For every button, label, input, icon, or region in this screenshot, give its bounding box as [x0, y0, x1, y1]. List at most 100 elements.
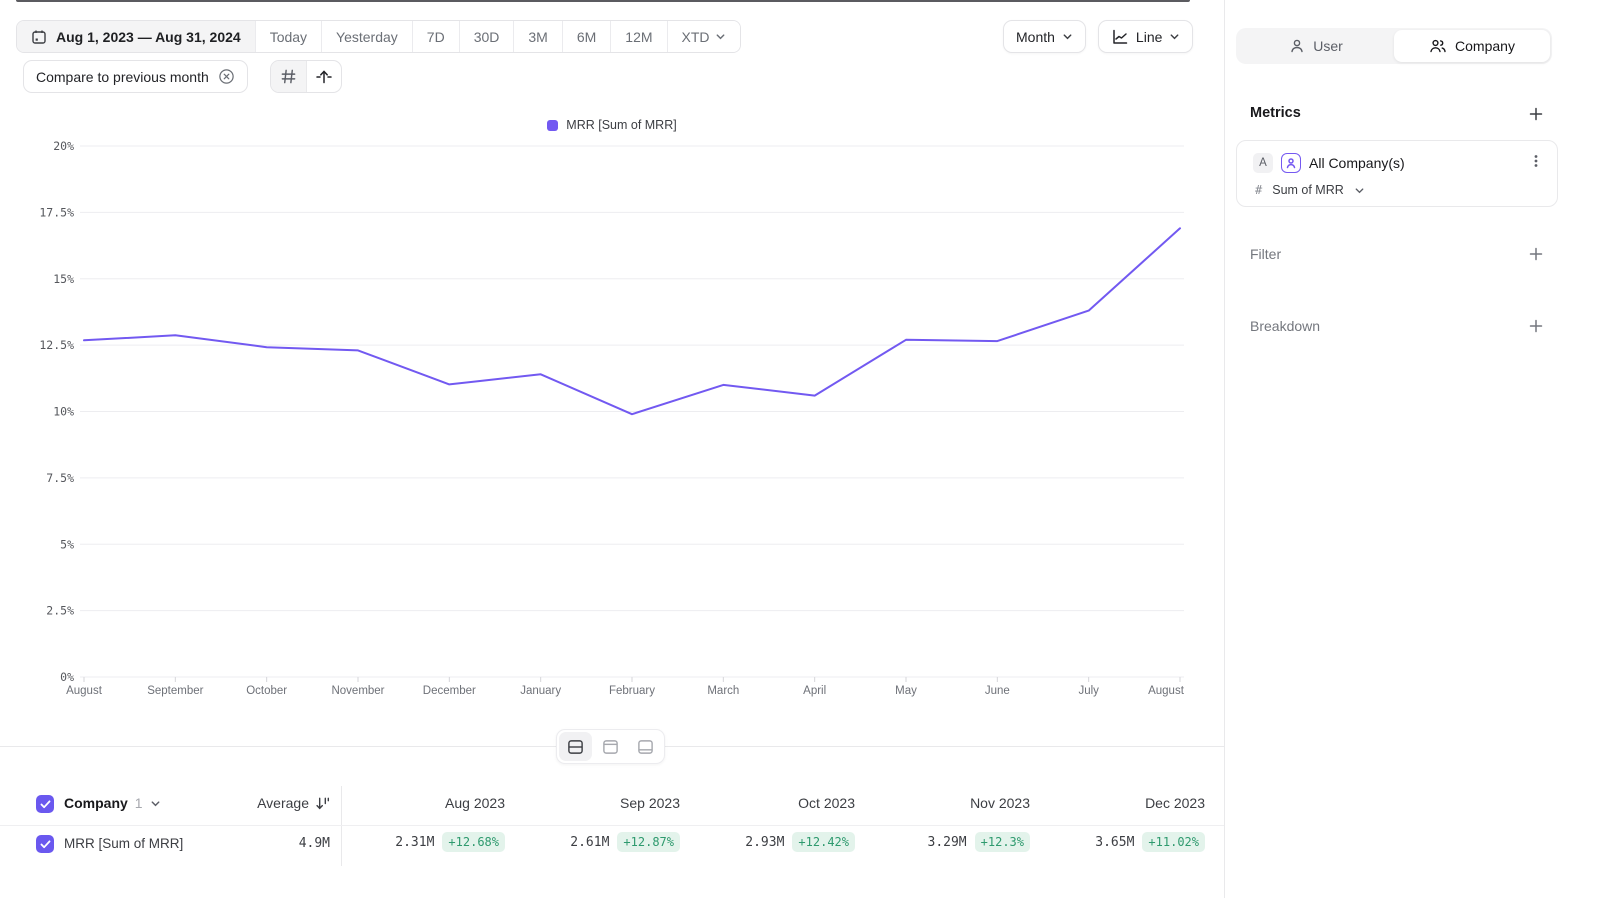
add-metric-button[interactable] — [1528, 106, 1544, 122]
add-breakdown-button[interactable] — [1528, 318, 1544, 334]
mrr-line-chart[interactable]: 0% 2.5% 5% 7.5% 10% 12.5% 15% 17.5% 20% August Sep… — [0, 0, 1224, 710]
gridlines-toggle-button[interactable] — [271, 61, 306, 92]
column-header-sep-2023: Sep 2023 — [620, 795, 680, 811]
date-range-button[interactable]: Aug 1, 2023 — Aug 31, 2024 — [17, 21, 255, 52]
layout-table-only-button[interactable] — [629, 732, 662, 761]
delta-badge: +11.02% — [1142, 832, 1205, 852]
y-axis-tick-label: 5% — [60, 537, 74, 551]
layout-split-button[interactable] — [559, 732, 592, 761]
cell-value: 3.65M — [1095, 834, 1135, 850]
preset-6m-button[interactable]: 6M — [561, 21, 611, 52]
column-header-oct-2023: Oct 2023 — [798, 795, 855, 811]
x-axis-tick-label: November — [331, 685, 384, 697]
metric-row-label: MRR [Sum of MRR] — [64, 836, 184, 851]
legend-label: MRR [Sum of MRR] — [566, 118, 677, 132]
mrr-series-line — [83, 227, 1181, 416]
metric-row-average: 4.9M — [298, 836, 330, 851]
granularity-dropdown[interactable]: Month — [1003, 20, 1086, 53]
preset-12m-button[interactable]: 12M — [610, 21, 667, 52]
x-axis-tick-label: August — [66, 685, 103, 697]
add-filter-button[interactable] — [1528, 246, 1544, 262]
cell-value: 2.93M — [745, 834, 785, 850]
metrics-section-title: Metrics — [1250, 105, 1301, 121]
metric-letter-badge: A — [1253, 153, 1273, 173]
average-column-header[interactable]: Average — [180, 795, 330, 811]
preset-30d-button[interactable]: 30D — [458, 21, 514, 52]
delta-badge: +12.68% — [442, 832, 505, 852]
entity-type-toggle: User Company — [1236, 28, 1552, 64]
legend-swatch — [547, 119, 559, 131]
company-avatar-icon — [1281, 153, 1301, 173]
x-axis-tick-label: January — [520, 685, 561, 697]
y-axis-tick-label: 2.5% — [46, 604, 74, 618]
y-axis-tick-label: 15% — [53, 272, 74, 286]
sidebar-divider — [1224, 0, 1225, 898]
user-icon — [1289, 38, 1305, 54]
x-axis-tick-label: May — [895, 685, 917, 697]
preset-yesterday-button[interactable]: Yesterday — [321, 21, 412, 52]
y-axis-tick-label: 0% — [60, 670, 74, 684]
toggle-company[interactable]: Company — [1394, 30, 1550, 62]
cell-value: 2.31M — [395, 834, 435, 850]
grid-icon — [280, 68, 297, 85]
chart-controls: Month Line — [1003, 20, 1194, 53]
y-axis-tick-label: 20% — [53, 139, 74, 153]
x-axis-tick-label: September — [147, 685, 203, 697]
y-axis-tick-label: 10% — [53, 405, 74, 419]
average-label: Average — [257, 795, 309, 811]
entity-label: Company — [64, 795, 128, 811]
toggle-user[interactable]: User — [1238, 30, 1394, 62]
cell-value: 3.29M — [927, 834, 967, 850]
sort-icon — [315, 796, 330, 811]
breakdown-section-title: Breakdown — [1250, 318, 1321, 334]
metric-card[interactable]: A All Company(s) # Sum of MRR — [1236, 140, 1558, 207]
aggregation-dropdown[interactable]: # Sum of MRR — [1255, 183, 1365, 197]
preset-3m-button[interactable]: 3M — [513, 21, 562, 52]
entity-column-header[interactable]: Company 1 — [64, 795, 161, 811]
x-axis-tick-label: December — [423, 685, 476, 697]
chevron-down-icon — [150, 798, 161, 809]
column-header-aug-2023: Aug 2023 — [445, 795, 505, 811]
granularity-label: Month — [1016, 28, 1055, 45]
row-checkbox[interactable] — [36, 835, 54, 853]
line-chart-icon — [1111, 28, 1129, 46]
calendar-icon — [31, 29, 47, 45]
column-header-dec-2023: Dec 2023 — [1145, 795, 1205, 811]
chevron-down-icon — [715, 31, 726, 42]
delta-badge: +12.3% — [974, 832, 1030, 852]
company-icon — [1429, 38, 1447, 54]
aggregation-label: Sum of MRR — [1272, 183, 1344, 197]
close-circle-icon[interactable] — [218, 68, 235, 85]
delta-badge: +12.87% — [617, 832, 680, 852]
compare-chip[interactable]: Compare to previous month — [23, 60, 248, 93]
y-axis-tick-label: 17.5% — [39, 205, 74, 219]
chart-option-toggles — [270, 60, 342, 93]
preset-xtd-button[interactable]: XTD — [666, 21, 740, 52]
align-top-arrow-icon — [315, 68, 333, 86]
chart-type-dropdown[interactable]: Line — [1097, 20, 1194, 53]
entity-count: 1 — [134, 795, 143, 811]
kebab-menu-icon[interactable] — [1529, 153, 1543, 169]
compare-label: Compare to previous month — [36, 68, 209, 85]
x-axis-tick-label: March — [707, 685, 739, 697]
chart-legend: MRR [Sum of MRR] — [0, 118, 1224, 132]
date-range-group: Aug 1, 2023 — Aug 31, 2024 Today Yesterda… — [16, 20, 741, 53]
baseline-toggle-button[interactable] — [306, 61, 341, 92]
y-axis-tick-label: 12.5% — [39, 338, 74, 352]
select-all-checkbox[interactable] — [36, 795, 54, 813]
x-axis-tick-label: April — [803, 685, 826, 697]
layout-chart-only-button[interactable] — [594, 732, 627, 761]
date-range-label: Aug 1, 2023 — Aug 31, 2024 — [56, 28, 241, 45]
cell-value: 2.61M — [570, 834, 610, 850]
preset-today-button[interactable]: Today — [254, 21, 322, 52]
chevron-down-icon — [1354, 185, 1365, 196]
column-header-nov-2023: Nov 2023 — [970, 795, 1030, 811]
x-axis-tick-label: July — [1078, 685, 1099, 697]
preset-7d-button[interactable]: 7D — [411, 21, 459, 52]
hash-icon: # — [1255, 183, 1263, 197]
x-axis-tick-label: February — [609, 685, 655, 697]
layout-switch — [556, 729, 665, 764]
x-axis-tick-label: October — [246, 685, 287, 697]
table-cell: 2.61M +12.87% — [510, 832, 680, 852]
